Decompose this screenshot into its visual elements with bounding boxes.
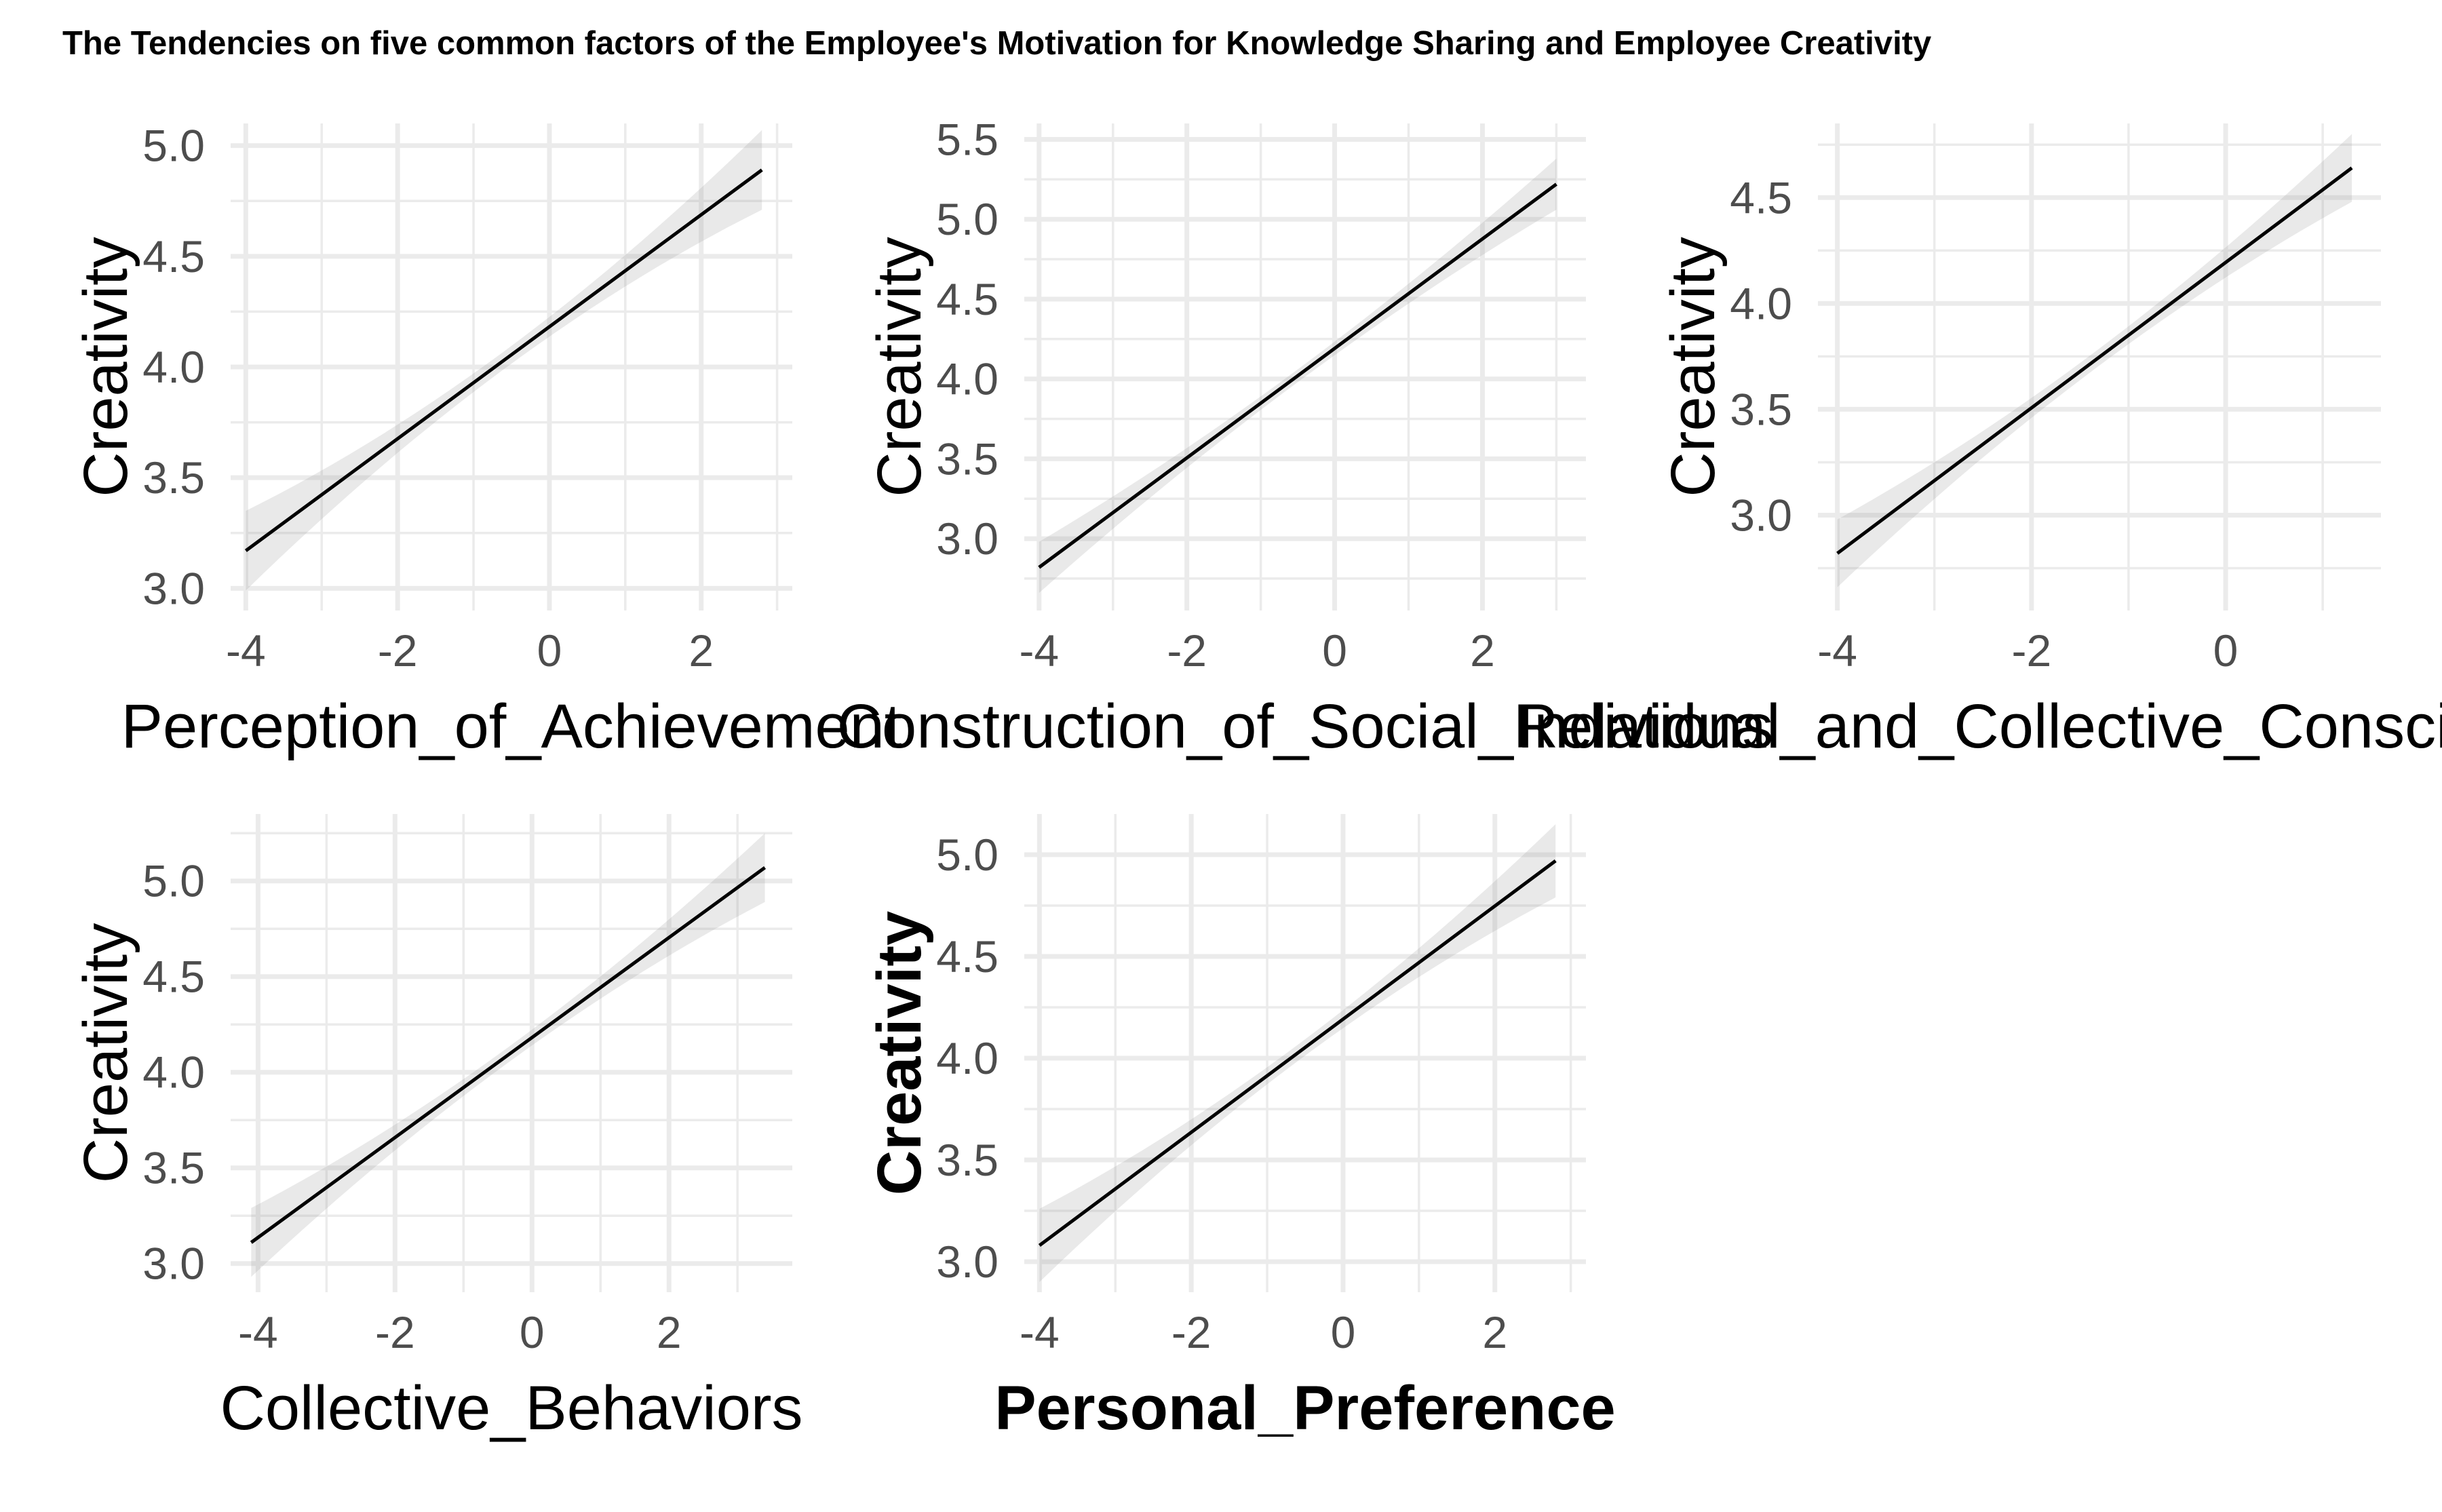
y-tick-label: 3.5: [1730, 384, 1792, 434]
x-tick-label: -4: [1817, 625, 1857, 676]
y-tick-label: 3.0: [142, 563, 205, 613]
y-tick-label: 4.0: [936, 354, 999, 404]
y-tick-label: 5.0: [936, 830, 999, 880]
x-tick-label: 0: [520, 1307, 545, 1357]
y-axis-label: Creativity: [865, 237, 934, 497]
panel-1: -4 -2 0 2 3.0 3.5 4.0 4.5 5.0 Perception_of_Achie…: [71, 121, 902, 761]
fit-line: [244, 168, 763, 552]
y-tick-label: 3.0: [936, 1237, 999, 1287]
y-axis-label: Creativity: [865, 911, 934, 1195]
y-tick-label: 5.0: [142, 121, 205, 171]
x-axis-label: Perception_of_Achievement: [121, 692, 902, 761]
y-tick-label: 4.0: [142, 342, 205, 392]
x-axis-label: Collective_Behaviors: [220, 1374, 802, 1443]
y-tick-label: 4.5: [1730, 172, 1792, 222]
y-tick-label: 4.5: [142, 231, 205, 282]
fit-line: [250, 866, 767, 1244]
x-axis-label: Individual_and_Collective_Consciousness: [1517, 692, 2442, 761]
x-tick-label: 2: [1470, 625, 1495, 676]
y-tick-label: 3.5: [936, 433, 999, 484]
x-tick-label: -2: [1167, 625, 1207, 676]
fit-line: [1038, 859, 1557, 1247]
y-axis-label: Creativity: [1659, 237, 1728, 497]
y-tick-label: 4.5: [936, 274, 999, 324]
y-tick-label: 5.0: [936, 194, 999, 244]
x-tick-label: -4: [226, 625, 266, 676]
x-tick-label: 0: [537, 625, 562, 676]
panel-5: -4 -2 0 2 3.0 3.5 4.0 4.5 5.0 Personal_Preference…: [865, 814, 1616, 1443]
y-tick-label: 4.5: [142, 952, 205, 1002]
x-tick-label: -2: [375, 1307, 415, 1357]
panel-3: -4 -2 0 3.0 3.5 4.0 4.5 Individual_and_Collecti…: [1517, 123, 2442, 761]
panels: -4 -2 0 2 3.0 3.5 4.0 4.5 5.0 Perception_of_Achie…: [71, 115, 2442, 1443]
x-tick-label: 0: [1331, 1307, 1356, 1357]
y-tick-label: 3.0: [142, 1239, 205, 1289]
y-tick-label: 5.5: [936, 115, 999, 165]
y-axis-label: Creativity: [71, 237, 140, 497]
x-tick-label: -4: [238, 1307, 278, 1357]
x-tick-label: 0: [1322, 625, 1347, 676]
y-tick-label: 4.0: [142, 1047, 205, 1098]
fit-line: [1038, 182, 1557, 569]
x-tick-label: -2: [2011, 625, 2051, 676]
panel-4: -4 -2 0 2 3.0 3.5 4.0 4.5 5.0 Collective_Behavior…: [71, 814, 803, 1443]
x-tick-label: 2: [1482, 1307, 1507, 1357]
y-tick-label: 4.0: [1730, 278, 1792, 328]
x-tick-label: -4: [1020, 1307, 1060, 1357]
panel-2: -4 -2 0 2 3.0 3.5 4.0 4.5 5.0 5.5 Construction_of_…: [837, 115, 1774, 761]
y-tick-label: 4.0: [936, 1033, 999, 1083]
y-axis-label: Creativity: [71, 923, 140, 1183]
x-axis-label: Personal_Preference: [994, 1374, 1615, 1443]
x-tick-label: -2: [1171, 1307, 1212, 1357]
x-tick-label: -4: [1019, 625, 1059, 676]
y-tick-label: 3.0: [936, 513, 999, 564]
y-tick-label: 5.0: [142, 856, 205, 906]
y-tick-label: 3.5: [142, 1143, 205, 1193]
x-tick-label: -2: [378, 625, 418, 676]
x-tick-label: 2: [657, 1307, 682, 1357]
x-tick-label: 2: [689, 625, 714, 676]
fit-line: [1836, 166, 2353, 555]
y-tick-label: 3.5: [936, 1135, 999, 1185]
y-tick-label: 4.5: [936, 931, 999, 982]
x-tick-label: 0: [2213, 625, 2238, 676]
y-tick-label: 3.0: [1730, 490, 1792, 541]
x-axis-label: Construction_of_Social_Relations: [837, 692, 1774, 761]
figure-title: The Tendencies on five common factors of…: [62, 25, 1931, 62]
y-tick-label: 3.5: [142, 452, 205, 503]
